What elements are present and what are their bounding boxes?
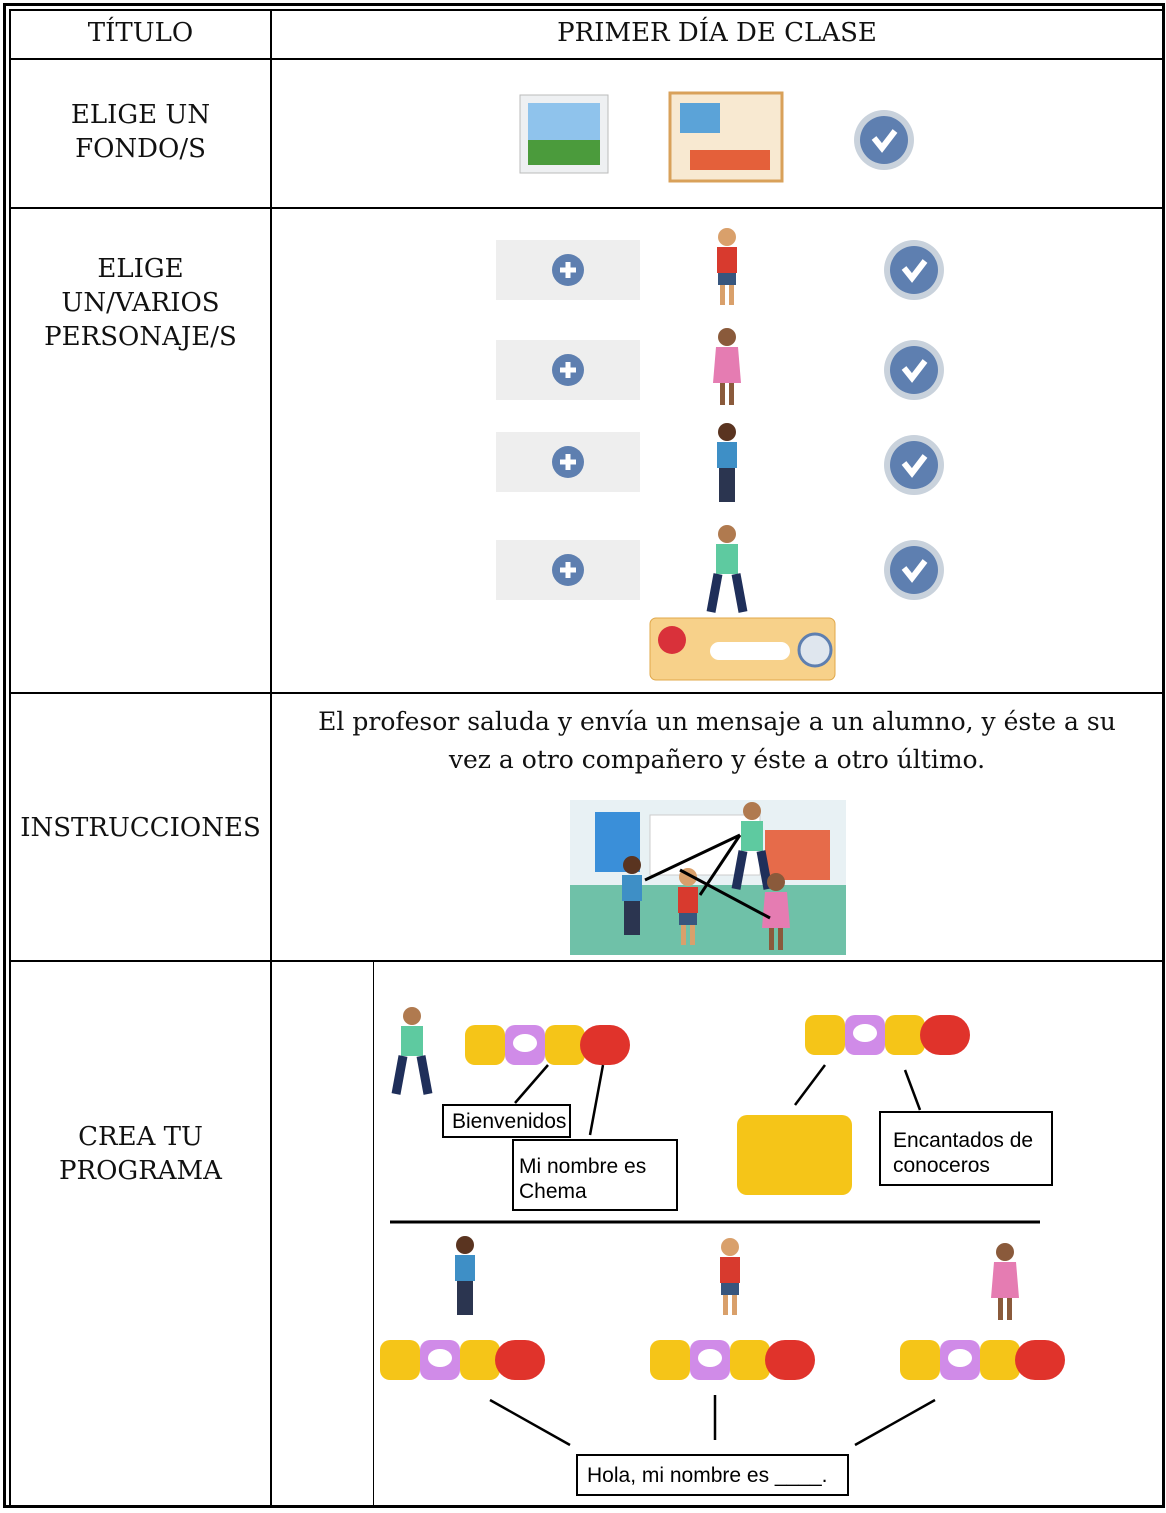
character [717,228,737,305]
character [396,1007,428,1094]
character [717,423,737,502]
classroom-icon [690,150,770,170]
header-cell: TÍTULO [11,16,270,50]
callout-text: Encantados de [893,1129,1033,1152]
label-line: FONDO/S [75,134,206,164]
code-blocks [805,1015,970,1055]
toolbar [710,642,790,660]
instructions: El profesor saluda y envía un mensaje a … [272,703,1162,779]
scene-figure [622,856,642,935]
scene [570,885,846,955]
label-line: ELIGE [97,254,184,284]
border [3,3,6,1508]
label-line: PROGRAMA [59,1156,222,1186]
label-line: ELIGE UN [70,100,211,130]
scene [765,830,830,880]
border [9,9,11,1508]
toolbar [797,632,833,668]
code-blocks [650,1340,815,1380]
header-text: TÍTULO [87,18,194,48]
row-label: CREA TU PROGRAMA [11,1120,270,1188]
callout [879,1111,1053,1186]
add-button [496,432,640,492]
header-cell: PRIMER DÍA DE CLASE [272,16,1162,50]
label-line: PERSONAJE/S [44,322,237,352]
image-icon [528,140,600,165]
character [991,1243,1019,1320]
code-blocks [380,1340,545,1380]
callout [512,1139,678,1211]
row-line [9,207,1164,209]
arrows [644,833,771,920]
toolbar [658,626,686,654]
character [455,1236,475,1315]
check-button [884,340,944,400]
code-blocks [900,1340,1065,1380]
label-line: INSTRUCCIONES [20,813,261,843]
callout-text: Bienvenidos [452,1110,566,1133]
row-label: ELIGE UN FONDO/S [11,98,270,166]
add-button [496,540,640,600]
add-button [496,240,640,300]
row-label: INSTRUCCIONES [11,811,270,845]
check-button [884,540,944,600]
check-button [884,240,944,300]
image-edge [373,962,374,1505]
check-button [854,110,914,170]
callout [576,1454,849,1496]
row-line [9,692,1164,694]
row-line [9,58,1164,60]
column-line [270,9,272,1507]
text-line: El profesor saluda y envía un mensaje a … [318,707,1116,736]
text-line: vez a otro compañero y éste a otro últim… [448,745,986,774]
label-line: CREA TU [78,1122,203,1152]
character [720,1238,740,1315]
border [3,3,1164,6]
arrows [489,1064,936,1447]
code-blocks [737,1115,852,1195]
character [711,525,743,612]
callout [442,1104,571,1138]
check-button [884,435,944,495]
callout-text: Mi nombre es [519,1155,646,1178]
classroom-icon [680,103,720,133]
add-button [496,340,640,400]
border [9,9,1164,11]
callout-text: conoceros [893,1154,990,1177]
row-label: ELIGE UN/VARIOS PERSONAJE/S [11,252,270,354]
row-line [9,960,1164,962]
code-blocks [465,1025,630,1065]
label-line: UN/VARIOS [61,288,220,318]
character [713,328,741,405]
callout-text: Chema [519,1180,587,1203]
header-text: PRIMER DÍA DE CLASE [557,18,877,48]
border [1162,3,1165,1508]
border [3,1505,1165,1508]
callout-text: Hola, mi nombre es ____. [587,1464,827,1487]
